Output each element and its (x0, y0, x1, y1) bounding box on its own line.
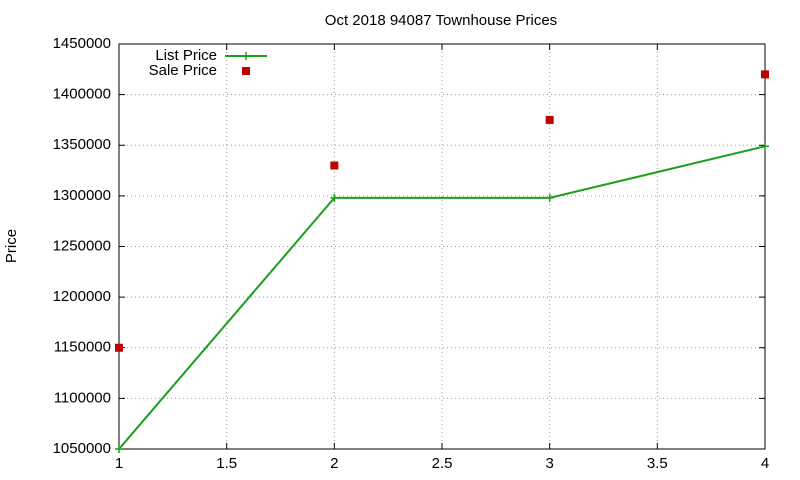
legend-label: List Price (155, 47, 217, 64)
marker (545, 193, 554, 202)
marker (115, 343, 123, 352)
marker (545, 115, 554, 124)
series-line (118, 145, 766, 450)
marker (761, 142, 769, 151)
chart-title: Oct 2018 94087 Townhouse Prices (325, 12, 557, 29)
marker (115, 445, 123, 453)
marker (761, 70, 769, 79)
y-tick-label: 1450000 (53, 35, 111, 52)
y-tick-label: 1300000 (53, 187, 111, 204)
x-tick-label: 3 (545, 455, 553, 472)
y-axis-label: Price (3, 229, 20, 263)
y-tick-label: 1100000 (54, 389, 111, 406)
x-tick-label: 1.5 (216, 455, 237, 472)
marker (242, 52, 250, 60)
y-tick-label: 1050000 (53, 440, 111, 457)
y-tick-label: 1250000 (53, 237, 111, 254)
x-tick-label: 3.5 (647, 455, 668, 472)
x-tick-label: 2.5 (432, 455, 453, 472)
y-tick-label: 1200000 (53, 288, 111, 305)
marker (330, 193, 339, 202)
y-tick-label: 1400000 (53, 86, 111, 103)
x-tick-label: 1 (115, 455, 123, 472)
x-tick-label: 2 (330, 455, 338, 472)
y-tick-label: 1350000 (53, 136, 111, 153)
marker (242, 67, 250, 75)
marker (330, 161, 339, 170)
legend-label: Sale Price (149, 62, 217, 79)
plot-frame (118, 43, 766, 450)
x-tick-label: 4 (761, 455, 769, 472)
y-tick-label: 1150000 (54, 339, 111, 356)
